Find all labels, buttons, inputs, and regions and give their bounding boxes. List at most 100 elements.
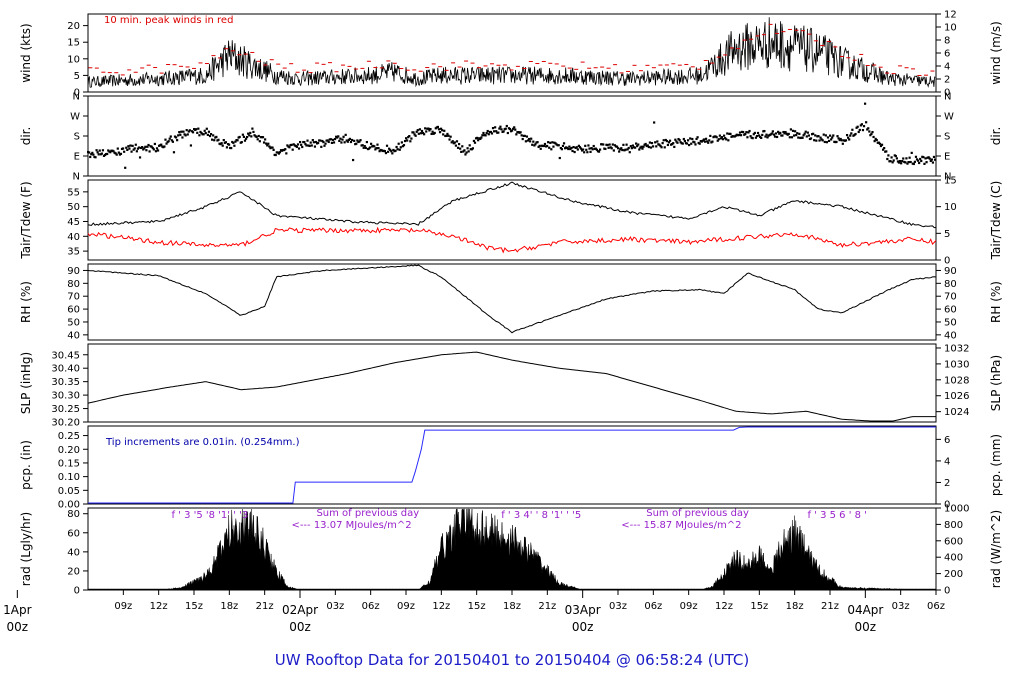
direction-point: [383, 150, 386, 153]
direction-point: [400, 141, 403, 144]
direction-point: [421, 131, 425, 135]
direction-point: [121, 147, 125, 150]
direction-point: [551, 141, 554, 144]
direction-point: [362, 146, 365, 149]
direction-point: [812, 132, 815, 135]
direction-point: [739, 134, 743, 137]
slp-frame: [87, 343, 937, 423]
direction-point: [169, 135, 172, 138]
direction-point: [409, 140, 412, 143]
direction-point: [857, 130, 860, 134]
rad-right-axis-label: rad (W/m^2): [989, 510, 1003, 588]
direction-point: [412, 131, 415, 134]
direction-point: [688, 143, 691, 147]
direction-point: [130, 150, 133, 153]
direction-point: [206, 133, 209, 136]
direction-point: [217, 138, 220, 141]
direction-point: [871, 130, 874, 134]
direction-point: [127, 145, 130, 148]
direction-point: [324, 142, 327, 145]
direction-point: [234, 140, 237, 143]
hour-tick-label: 03z: [326, 601, 344, 612]
direction-point: [883, 147, 886, 150]
direction-point: [662, 139, 665, 142]
direction-point: [467, 150, 470, 153]
direction-point: [388, 147, 391, 150]
date-label: 1Apr: [3, 603, 31, 617]
direction-point: [243, 139, 247, 142]
direction-point: [148, 150, 151, 153]
direction-point: [845, 133, 849, 137]
direction-point: [573, 150, 576, 154]
date-label: 03Apr: [565, 603, 601, 617]
direction-point: [752, 133, 755, 136]
direction-point: [266, 144, 269, 147]
hour-tick-label: 03z: [892, 601, 910, 612]
left-tick-label: 40: [67, 547, 80, 558]
direction-point: [781, 134, 784, 137]
direction-point: [271, 146, 274, 149]
direction-point: [255, 135, 258, 138]
direction-point: [151, 146, 154, 150]
direction-point: [419, 132, 423, 135]
direction-point: [433, 131, 436, 135]
direction-point: [97, 153, 100, 156]
daily-sum-value: <--- 15.87 MJoules/m^2: [621, 520, 741, 531]
hour-tick-label: 09z: [114, 601, 132, 612]
direction-point: [915, 158, 919, 161]
direction-point: [186, 133, 189, 136]
direction-points: [87, 102, 937, 169]
direction-point: [398, 148, 401, 151]
date-hour-label: 00z: [7, 620, 29, 634]
direction-point: [156, 149, 160, 152]
direction-point: [458, 142, 461, 146]
direction-point: [506, 131, 509, 135]
right-tick-label: 12: [944, 10, 957, 21]
right-tick-label: 1032: [944, 343, 969, 354]
direction-point: [321, 139, 324, 143]
direction-point: [165, 142, 168, 145]
direction-point: [582, 148, 585, 151]
hour-tick-label: 03z: [609, 601, 627, 612]
left-tick-label: 30.45: [51, 350, 80, 361]
left-ticks: 0.00 0.05 0.10 0.15 0.20 0.25: [58, 431, 88, 511]
slp-left-axis-label: SLP (inHg): [19, 352, 33, 414]
direction-point: [611, 143, 614, 146]
direction-point: [265, 142, 268, 145]
direction-point: [437, 128, 441, 131]
direction-point: [742, 131, 745, 134]
direction-point: [588, 147, 591, 150]
direction-point: [756, 131, 760, 135]
direction-point: [840, 139, 843, 142]
direction-point: [495, 130, 498, 133]
direction-point: [487, 133, 490, 136]
left-tick-label: 55: [67, 187, 80, 198]
right-tick-label: 1030: [944, 359, 969, 370]
direction-point: [746, 136, 749, 139]
direction-point: [133, 147, 136, 150]
direction-point: [613, 144, 617, 147]
direction-point: [640, 145, 643, 148]
direction-point: [803, 132, 806, 135]
direction-point: [545, 144, 549, 148]
direction-point: [168, 137, 171, 140]
direction-point: [204, 132, 207, 135]
direction-point: [340, 141, 343, 144]
dir-left-axis-label: dir.: [19, 127, 33, 146]
right-tick-label: 8: [944, 36, 950, 47]
left-tick-label: 0.00: [58, 500, 80, 511]
direction-point: [188, 129, 191, 132]
solar-hour-marks: f ' 3 5 6 ' 8 ': [807, 510, 866, 521]
direction-point: [420, 129, 424, 133]
direction-point: [854, 132, 857, 136]
direction-point: [138, 156, 142, 159]
direction-point: [332, 141, 336, 144]
left-tick-label: 0.10: [58, 472, 80, 483]
direction-point: [355, 142, 358, 145]
pcp-left-axis-label: pcp. (in): [19, 440, 33, 490]
direction-point: [788, 136, 791, 139]
direction-point: [331, 138, 335, 141]
right-tick-label: 15: [944, 176, 957, 187]
